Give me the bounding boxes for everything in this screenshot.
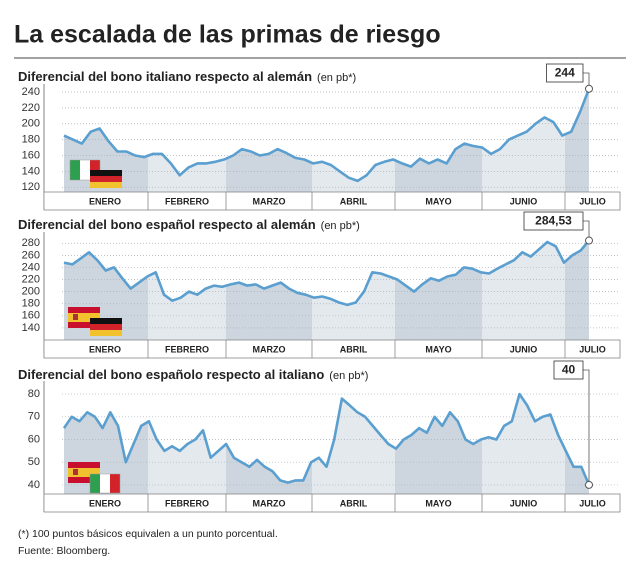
annotation-leader (583, 369, 590, 485)
x-tick-label: ENERO (89, 344, 121, 354)
line (63, 239, 591, 307)
line (63, 88, 591, 183)
y-tick-label: 200 (22, 118, 40, 130)
y-tick-label: 240 (22, 261, 40, 273)
flag-germany (90, 170, 122, 188)
x-tick-label: JUNIO (510, 498, 538, 508)
annotation-box (546, 63, 584, 83)
x-tick-label: ABRIL (340, 498, 368, 508)
flag-germany (90, 318, 122, 336)
month-band (43, 191, 621, 211)
x-tick-label: MARZO (253, 196, 286, 206)
x-tick-label: MAYO (425, 498, 451, 508)
chart-subtitle: (en pb*) (329, 370, 368, 382)
x-tick-label: JULIO (579, 196, 606, 206)
annotation-point (585, 480, 593, 489)
annotation-point (585, 84, 593, 93)
x-tick-label: ENERO (89, 196, 121, 206)
x-tick-label: MAYO (425, 344, 451, 354)
chart-title-main: Diferencial del bono españolo respecto a… (18, 367, 324, 382)
y-tick-label: 220 (22, 273, 40, 285)
month-shade (226, 394, 312, 494)
x-tick-label: JUNIO (510, 196, 538, 206)
x-tick-label: JULIO (579, 498, 606, 508)
y-tick-label: 140 (22, 322, 40, 334)
y-tick-label: 260 (22, 249, 40, 261)
flag-italy (89, 473, 121, 494)
month-shade (395, 240, 482, 340)
month-shade (395, 88, 482, 192)
x-tick-label: JULIO (579, 344, 606, 354)
x-tick-label: MAYO (425, 196, 451, 206)
page-title: La escalada de las primas de riesgo (14, 21, 441, 49)
annotation-point (585, 236, 593, 245)
y-tick-label: 50 (28, 456, 40, 468)
x-tick-label: JUNIO (510, 344, 538, 354)
x-tick-label: MARZO (253, 498, 286, 508)
x-tick-label: FEBRERO (165, 498, 209, 508)
x-tick-label: FEBRERO (165, 344, 209, 354)
y-tick-label: 220 (22, 102, 40, 114)
y-tick-label: 240 (22, 86, 40, 98)
flags (68, 159, 122, 494)
month-band (43, 339, 621, 359)
month-shade (565, 394, 589, 494)
chart-title: Diferencial del bono italiano respecto a… (18, 69, 356, 84)
y-tick-label: 120 (22, 181, 40, 193)
annotation-box (553, 360, 584, 380)
x-tick-label: FEBRERO (165, 196, 209, 206)
month-band (43, 493, 621, 513)
x-tick-label: ENERO (89, 498, 121, 508)
line (62, 392, 591, 486)
y-tick-label: 140 (22, 165, 40, 177)
y-tick-label: 70 (28, 411, 40, 423)
month-shade (395, 394, 482, 494)
annotation-label: 244 (555, 66, 575, 80)
month-shade (565, 88, 589, 192)
y-tick-label: 160 (22, 310, 40, 322)
x-tick-label: ABRIL (340, 196, 368, 206)
y-tick-label: 80 (28, 388, 40, 400)
chart-title: Diferencial del bono españolo respecto a… (18, 367, 368, 382)
annotation-box (523, 211, 584, 231)
flag-spain (68, 307, 100, 328)
annotation-leader (583, 220, 590, 241)
y-tick-label: 40 (28, 479, 40, 491)
annotation-leader (583, 72, 590, 89)
y-tick-label: 180 (22, 298, 40, 310)
chart-subtitle: (en pb*) (321, 220, 360, 232)
chart-title-main: Diferencial del bono italiano respecto a… (18, 69, 312, 84)
chart-title: Diferencial del bono español respecto al… (18, 217, 360, 232)
annotation-label: 284,53 (535, 214, 572, 228)
y-tick-label: 180 (22, 134, 40, 146)
chart-title-main: Diferencial del bono español respecto al… (18, 217, 316, 232)
flag-spain (68, 462, 100, 483)
x-tick-label: MARZO (253, 344, 286, 354)
x-tick-label: ABRIL (340, 344, 368, 354)
y-tick-label: 280 (22, 237, 40, 249)
annotation-label: 40 (562, 363, 576, 377)
y-tick-label: 60 (28, 433, 40, 445)
y-tick-label: 160 (22, 149, 40, 161)
month-shade (226, 88, 312, 192)
chart-subtitle: (en pb*) (317, 72, 356, 84)
source: Fuente: Bloomberg. (18, 545, 110, 557)
y-tick-label: 200 (22, 286, 40, 298)
footnote: (*) 100 puntos básicos equivalen a un pu… (18, 528, 278, 540)
